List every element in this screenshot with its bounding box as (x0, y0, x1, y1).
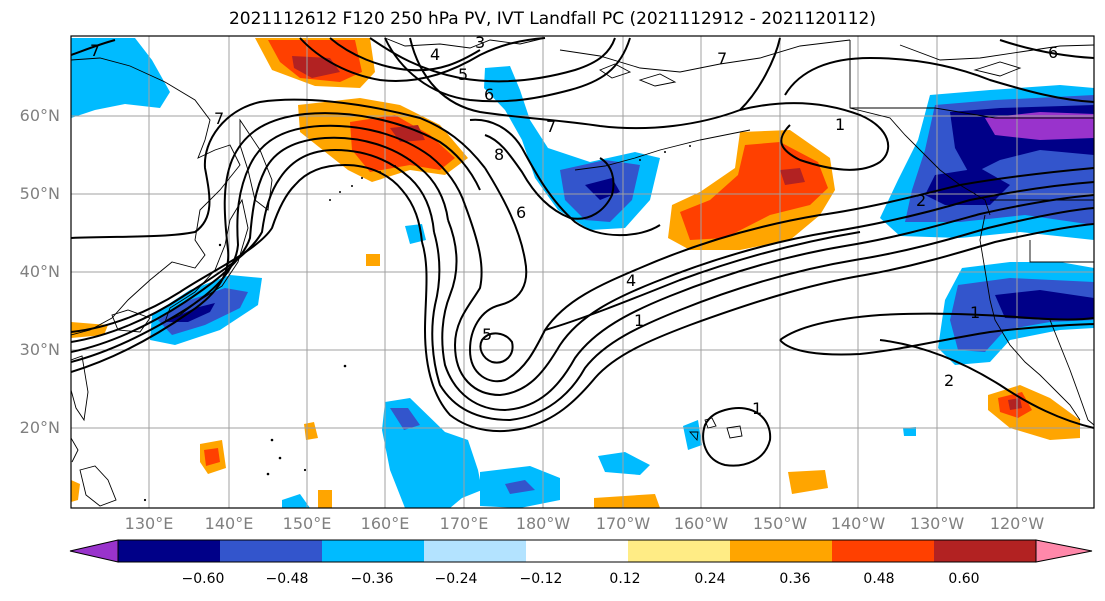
shade-neg-ne-purple (985, 112, 1094, 140)
island-chains (143, 145, 691, 502)
contour-label: 5 (458, 65, 468, 84)
shade-pos-hi-red (204, 448, 220, 466)
contour-hi-1 (702, 407, 772, 467)
contour-loop-5 (421, 223, 1094, 433)
contour-loop-4 (431, 207, 1094, 421)
colorbar-tick-label: −0.24 (434, 571, 478, 587)
colorbar-tick-label: −0.12 (519, 571, 563, 587)
shade-pos-sml1 (366, 254, 380, 266)
contour-nw-6 (384, 37, 631, 103)
shade-neg-sw (282, 494, 310, 508)
contour-w-4 (71, 136, 449, 353)
lon-label: 160°E (360, 514, 410, 533)
contour-e-1b (779, 323, 1094, 356)
shade-pos-sml3 (788, 470, 828, 494)
contour-label: 1 (634, 311, 644, 330)
contour-w-5 (71, 149, 435, 343)
contour-ne-7 (739, 102, 890, 171)
contour-c-lower (544, 231, 861, 331)
colorbar-tick-label: −0.36 (350, 571, 394, 587)
contour-label: 8 (494, 145, 504, 164)
shade-pos-se-dark (1008, 398, 1022, 410)
lon-label: 140°W (830, 514, 886, 533)
colorbar-tick-label: 0.24 (694, 571, 726, 587)
contour-label: 2 (916, 191, 926, 210)
shade-neg-sc3 (598, 452, 650, 475)
contour-e-2 (879, 339, 1094, 429)
contour-w-outer (71, 98, 486, 239)
contour-nc-6 (469, 118, 661, 237)
contour-loop-3 (441, 194, 1094, 411)
shade-pos-sml4 (594, 494, 660, 508)
coastlines (71, 37, 1094, 507)
contour-label: 1 (752, 399, 762, 418)
lon-label: 120°W (989, 514, 1045, 533)
ivt-contours (71, 37, 1094, 467)
lon-label: 140°E (204, 514, 254, 533)
contour-label: 4 (626, 271, 636, 290)
shade-pos-c-red (680, 142, 828, 240)
contour-w-6 (71, 164, 423, 333)
contour-nw-7 (409, 37, 781, 130)
lat-label-20n: 20°N (19, 418, 60, 437)
contour-label: 7 (717, 49, 727, 68)
lon-label: 170°W (595, 514, 651, 533)
contour-label: 7 (546, 117, 556, 136)
lon-label: 180°W (515, 514, 571, 533)
lon-label: 170°E (439, 514, 489, 533)
colorbar-tick-label: 0.48 (863, 571, 895, 587)
colorbar-tick-label: 0.60 (948, 571, 980, 587)
contour-w-2 (71, 112, 481, 373)
shade-pos-sml5 (318, 490, 332, 508)
contour-ne-1 (784, 57, 1094, 103)
colorbar-tick-label: −0.48 (265, 571, 309, 587)
lon-label: 130°W (909, 514, 965, 533)
lon-label: 150°W (752, 514, 808, 533)
contour-tr (71, 39, 116, 56)
shade-neg-sc2-mid (505, 480, 535, 494)
contour-label: 6 (484, 85, 494, 104)
contour-label: 3 (475, 33, 485, 52)
contour-ne-6 (999, 39, 1094, 59)
map-title: 2021112612 F120 250 hPa PV, IVT Landfall… (228, 9, 876, 29)
shade-pos-sml6 (71, 480, 80, 502)
colorbar-tick-label: 0.12 (609, 571, 641, 587)
contour-label: 7 (214, 109, 224, 128)
contour-label: 7 (90, 41, 100, 60)
contour-label: 5 (482, 325, 492, 344)
lat-label-50n: 50°N (19, 184, 60, 203)
contour-ring-small (479, 332, 514, 364)
shade-neg-small2 (903, 427, 916, 436)
contour-label-group: 7 3 4 5 6 7 8 6 7 6 7 1 5 4 1 1 2 2 1 (90, 33, 1058, 418)
contour-label: 6 (1048, 43, 1058, 62)
contour-nw-5 (369, 37, 616, 83)
lat-label-60n: 60°N (19, 106, 60, 125)
map-frame (70, 35, 1095, 509)
contour-nw-3 (299, 37, 546, 82)
contour-label: 4 (430, 45, 440, 64)
lat-label-40n: 40°N (19, 262, 60, 281)
colorbar-tick-label: −0.60 (181, 571, 225, 587)
contour-label: 6 (516, 203, 526, 222)
contour-nw-4 (329, 37, 481, 72)
shade-neg-e-dark (995, 290, 1094, 320)
lon-label: 150°E (282, 514, 332, 533)
shade-neg-sc-mid (390, 408, 420, 430)
colorbar-tick-label: 0.36 (779, 571, 811, 587)
lat-label-30n: 30°N (19, 340, 60, 359)
contour-w-3 (71, 124, 466, 363)
contour-label: 2 (944, 371, 954, 390)
lon-label: 160°W (673, 514, 729, 533)
shade-pos-c-dark (780, 168, 805, 185)
contour-label: 1 (970, 303, 980, 322)
lon-label: 130°E (124, 514, 174, 533)
contour-label: 1 (835, 115, 845, 134)
contour-e-1 (779, 312, 1094, 341)
